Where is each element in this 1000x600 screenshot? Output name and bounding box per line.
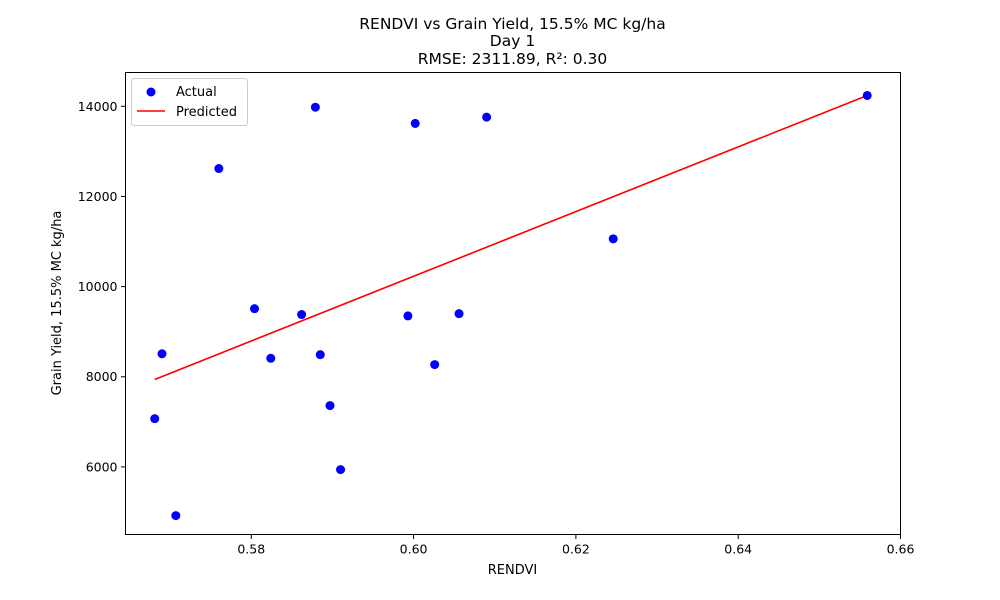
y-axis-ticks: 6000 8000 10000 12000 14000 (78, 99, 126, 474)
x-tick-label: 0.62 (562, 542, 590, 557)
y-tick-label: 8000 (86, 369, 118, 384)
legend-actual-label: Actual (176, 85, 217, 100)
actual-point (403, 311, 413, 321)
y-tick-label: 12000 (78, 189, 118, 204)
actual-series (150, 90, 872, 521)
actual-point (214, 164, 224, 174)
x-tick-label: 0.66 (887, 542, 915, 557)
actual-point (336, 465, 346, 475)
actual-point (310, 102, 320, 112)
actual-point (150, 414, 160, 424)
predicted-line (154, 94, 868, 381)
actual-point (862, 90, 872, 100)
x-tick-label: 0.64 (724, 542, 752, 557)
x-axis-label: RENDVI (488, 563, 537, 578)
actual-point (454, 309, 464, 319)
x-axis-ticks: 0.58 0.60 0.62 0.64 0.66 (237, 534, 915, 557)
legend-actual-marker (146, 87, 156, 97)
legend-box (131, 78, 248, 126)
actual-point (410, 118, 420, 128)
x-tick-label: 0.60 (400, 542, 428, 557)
y-axis-label: Grain Yield, 15.5% MC kg/ha (50, 211, 65, 396)
y-tick-label: 14000 (78, 99, 118, 114)
plot-area (125, 72, 901, 535)
legend: Actual Predicted (131, 78, 248, 126)
x-tick-label: 0.58 (237, 542, 265, 557)
y-tick-label: 6000 (86, 459, 118, 474)
actual-point (297, 310, 307, 320)
y-tick-label: 10000 (78, 279, 118, 294)
actual-point (157, 349, 167, 359)
actual-point (250, 304, 260, 314)
actual-point (430, 360, 440, 370)
chart-title-line-2: Day 1 (490, 32, 535, 50)
chart-title-line-3: RMSE: 2311.89, R²: 0.30 (418, 50, 608, 68)
actual-point (315, 350, 325, 360)
chart-title-line-1: RENDVI vs Grain Yield, 15.5% MC kg/ha (359, 15, 665, 33)
predicted-series (154, 94, 868, 381)
actual-point (482, 112, 492, 122)
actual-point (608, 234, 618, 244)
legend-predicted-label: Predicted (176, 105, 237, 120)
actual-point (325, 401, 335, 411)
actual-point (266, 353, 276, 363)
actual-point (171, 511, 181, 521)
